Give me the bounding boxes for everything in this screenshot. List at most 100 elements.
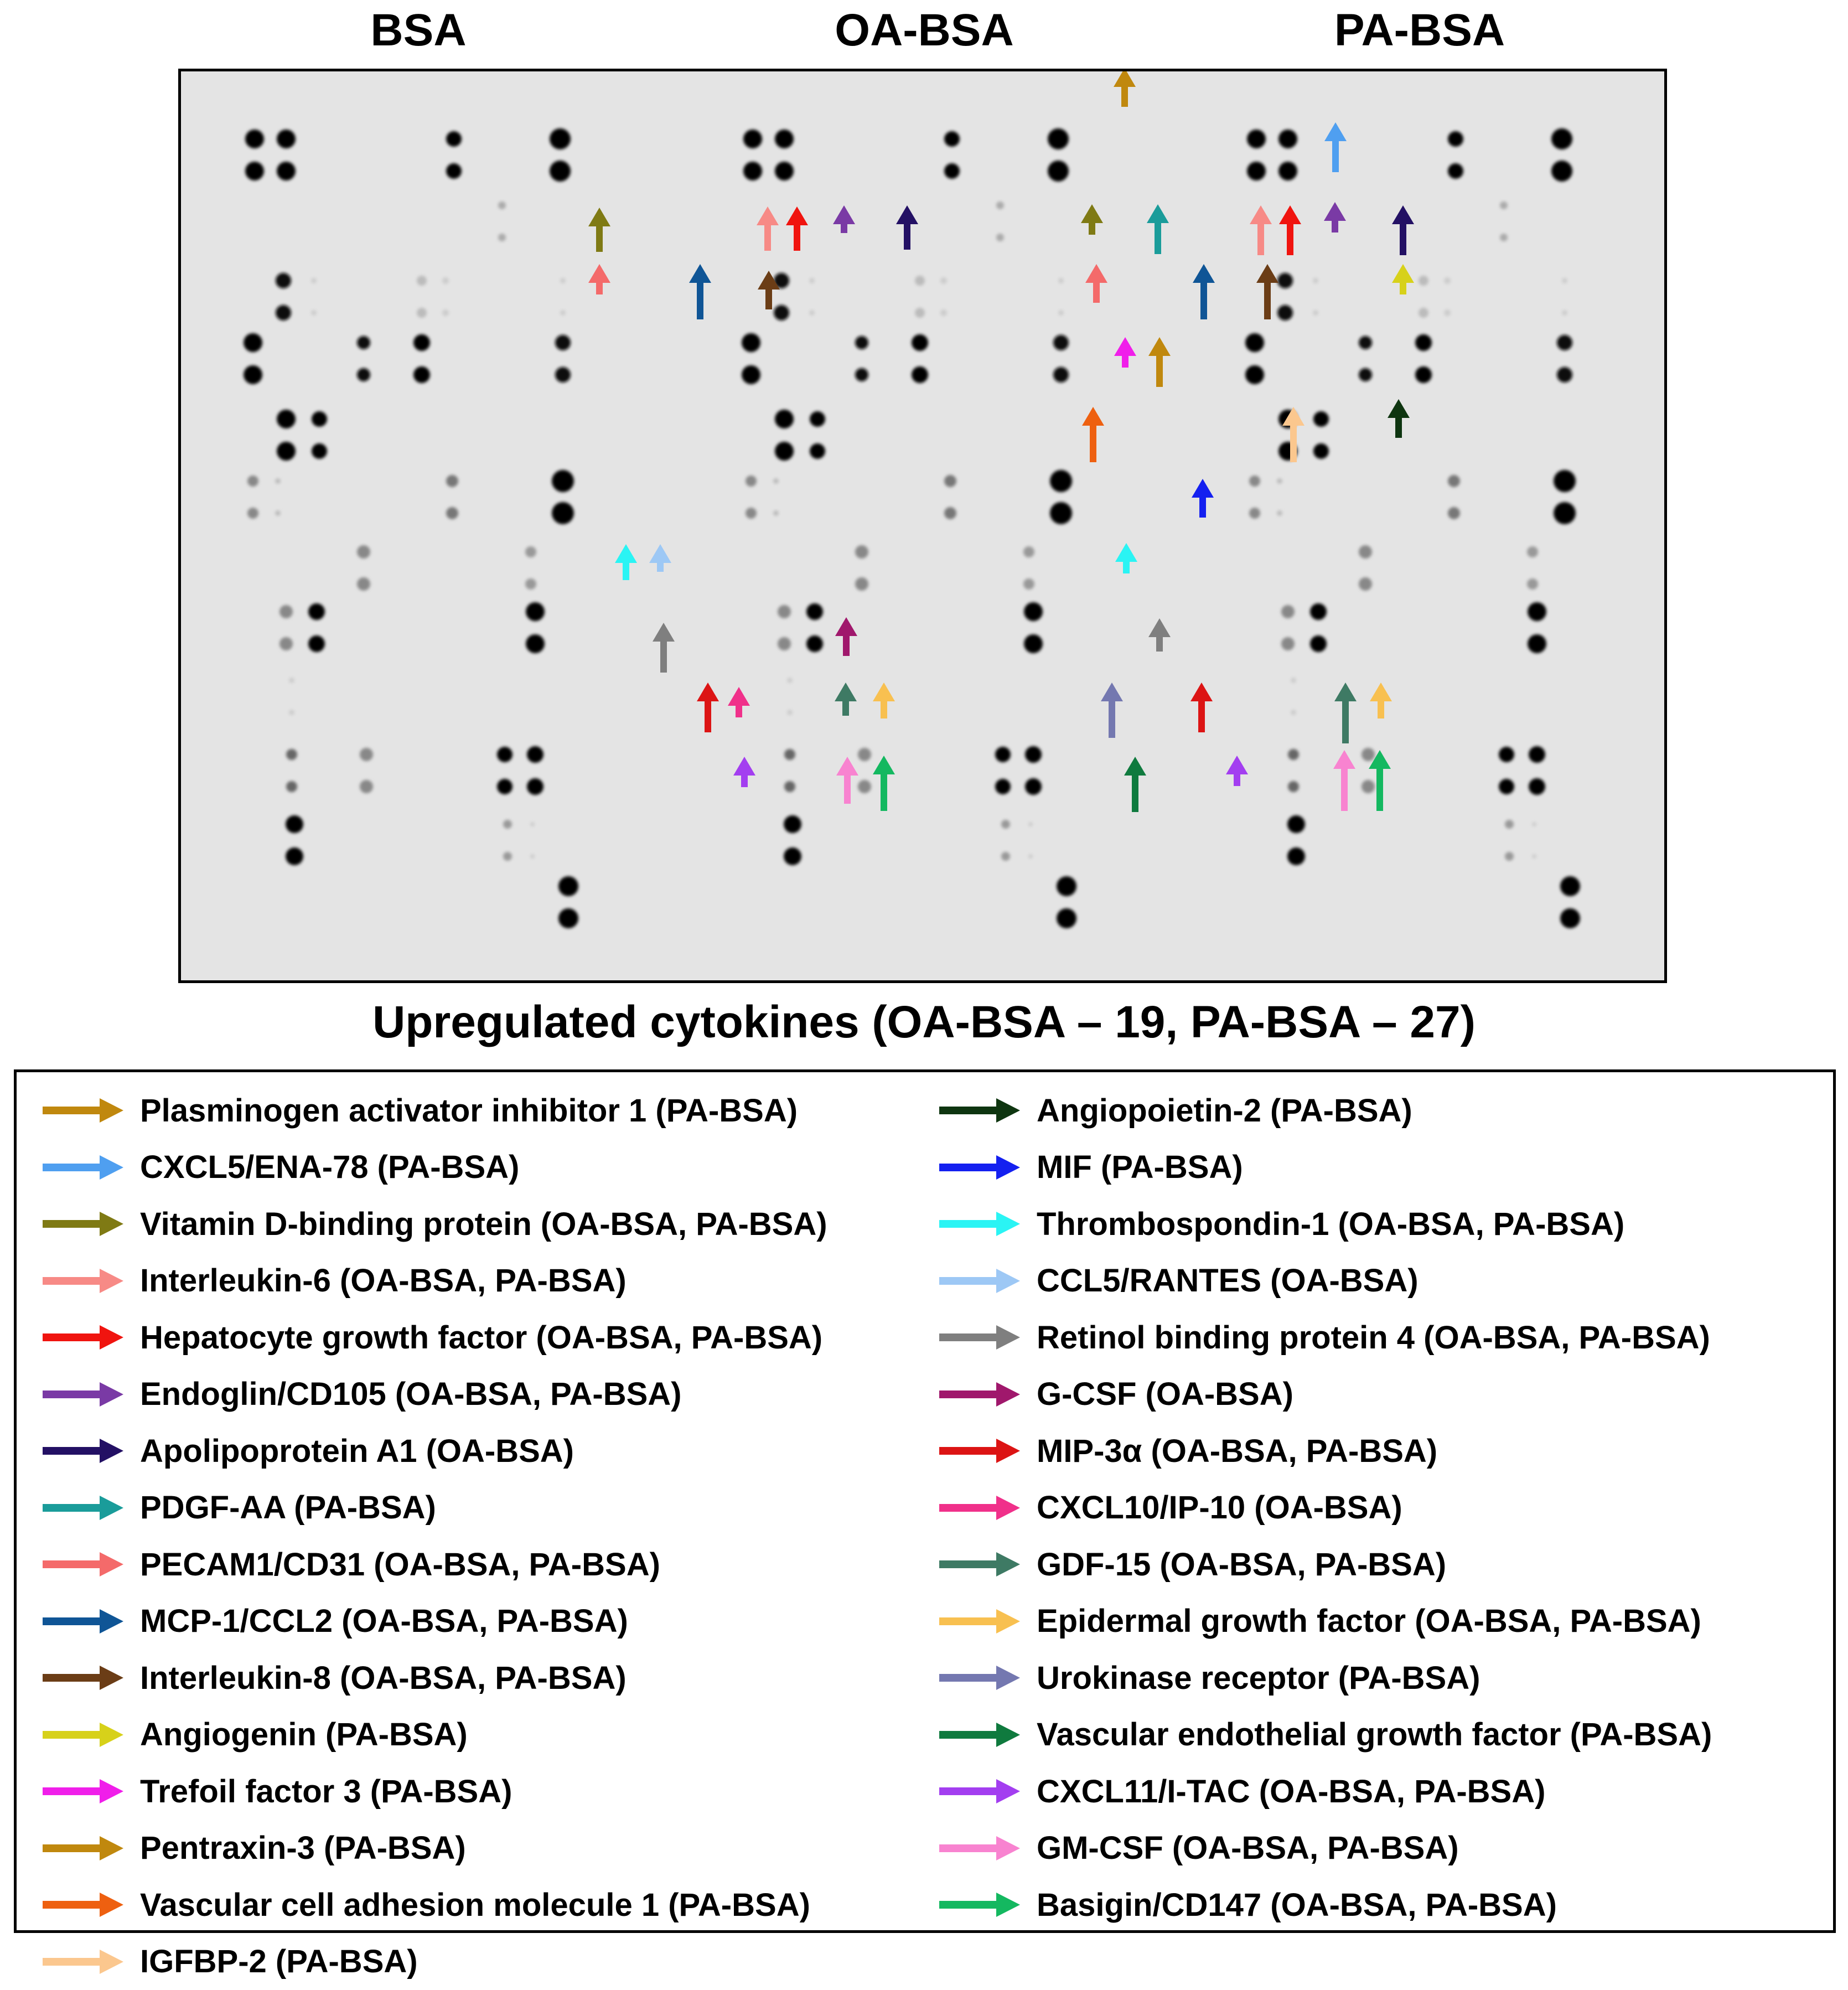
blot-spot [1313, 278, 1318, 283]
blot-spot [357, 368, 370, 381]
blot-spot [1287, 815, 1305, 833]
legend-item: MIF (PA-BSA) [938, 1139, 1712, 1196]
blot-spot [527, 778, 543, 795]
blot-spot [1560, 876, 1580, 896]
blot-spot [275, 478, 281, 484]
blot-spot [279, 637, 293, 650]
blot-spot [1359, 577, 1372, 591]
blot-spot [558, 908, 578, 928]
legend-item: Epidermal growth factor (OA-BSA, PA-BSA) [938, 1593, 1712, 1650]
blot-spot [286, 847, 303, 865]
blot-spot [312, 411, 327, 427]
blot-image [181, 71, 1664, 980]
blot-arrow-icon [653, 623, 675, 673]
blot-spot [498, 234, 506, 241]
legend-label: Hepatocyte growth factor (OA-BSA, PA-BSA… [140, 1319, 822, 1356]
blot-spot [1527, 546, 1538, 557]
blot-spot [1249, 475, 1260, 487]
blot-spot [552, 470, 574, 492]
blot-arrow-icon [588, 208, 610, 252]
blot-arrow-icon [588, 264, 610, 294]
legend-label: Vascular endothelial growth factor (PA-B… [1037, 1716, 1712, 1753]
blot-arrow-icon [1085, 264, 1107, 303]
legend-label: Urokinase receptor (PA-BSA) [1037, 1660, 1480, 1697]
blot-arrow-icon [1192, 479, 1214, 518]
legend-label: MIF (PA-BSA) [1037, 1149, 1243, 1186]
legend-item: IGFBP-2 (PA-BSA) [42, 1934, 827, 1990]
blot-spot [560, 310, 566, 316]
legend-label: Endoglin/CD105 (OA-BSA, PA-BSA) [140, 1376, 682, 1413]
legend-arrow-icon [938, 1834, 1021, 1862]
blot-spot [1313, 411, 1329, 427]
legend-item: GM-CSF (OA-BSA, PA-BSA) [938, 1820, 1712, 1877]
blot-spot [912, 334, 928, 351]
blot-spot [1359, 545, 1372, 559]
blot-spot [530, 854, 535, 859]
blot-spot [417, 276, 427, 286]
legend-item: Angiopoietin-2 (PA-BSA) [938, 1082, 1712, 1139]
blot-spot [995, 779, 1011, 794]
blot-spot [1551, 128, 1572, 149]
legend-arrow-icon [938, 1437, 1021, 1465]
blot-spot [1001, 852, 1010, 861]
blot-spot [1277, 305, 1293, 321]
legend-item: MCP-1/CCL2 (OA-BSA, PA-BSA) [42, 1593, 827, 1650]
blot-spot [1057, 908, 1076, 928]
blot-spot [855, 577, 868, 591]
blot-spot [1554, 502, 1576, 524]
legend-label: Angiopoietin-2 (PA-BSA) [1037, 1092, 1412, 1129]
blot-spot [245, 130, 264, 148]
blot-spot [1529, 778, 1545, 795]
blot-spot [855, 336, 868, 349]
blot-spot [277, 162, 296, 180]
blot-spot [775, 162, 794, 180]
blot-spot [775, 130, 794, 148]
blot-spot [1362, 780, 1375, 793]
blot-spot [1310, 603, 1327, 620]
blot-arrow-icon [1101, 683, 1123, 738]
blot-spot [417, 308, 427, 318]
blot-spot [1249, 508, 1260, 519]
blot-arrow-icon [1226, 756, 1248, 786]
blot-spot [308, 635, 325, 652]
blot-arrow-icon [728, 687, 750, 717]
blot-arrow-icon [1148, 618, 1171, 652]
blot-spot [809, 310, 815, 316]
blot-spot [497, 747, 513, 762]
blot-arrow-icon [649, 544, 671, 572]
blot-spot [446, 507, 458, 519]
legend-arrow-icon [42, 1777, 125, 1805]
blot-spot [442, 277, 449, 284]
blot-spot [1532, 822, 1536, 826]
legend-item: Basigin/CD147 (OA-BSA, PA-BSA) [938, 1877, 1712, 1934]
legend-item: G-CSF (OA-BSA) [938, 1366, 1712, 1423]
legend-label: CXCL10/IP-10 (OA-BSA) [1037, 1489, 1402, 1526]
legend-arrow-icon [938, 1097, 1021, 1124]
blot-spot [778, 605, 791, 618]
blot-arrow-icon [1114, 71, 1136, 107]
legend-column-left: Plasminogen activator inhibitor 1 (PA-BS… [42, 1082, 827, 1990]
legend-arrow-icon [42, 1834, 125, 1862]
blot-arrow-icon [1081, 204, 1103, 235]
blot-arrow-icon [1324, 202, 1346, 232]
blot-arrow-icon [873, 683, 895, 719]
blot-spot [1288, 749, 1299, 760]
blot-spot [784, 847, 801, 865]
blot-spot [525, 546, 536, 557]
blot-spot [743, 130, 762, 148]
blot-spot [996, 234, 1004, 241]
blot-spot [773, 510, 779, 516]
blot-arrow-icon [1256, 264, 1278, 319]
blot-spot [1562, 278, 1567, 283]
blot-spot [773, 478, 779, 484]
blot-spot [1287, 847, 1305, 865]
blot-spot [1499, 779, 1514, 794]
legend-item: Pentraxin-3 (PA-BSA) [42, 1820, 827, 1877]
blot-spot [855, 368, 868, 381]
blot-spot [286, 749, 297, 760]
blot-spot [944, 131, 960, 147]
legend-label: Vitamin D-binding protein (OA-BSA, PA-BS… [140, 1206, 827, 1243]
blot-arrow-icon [1392, 264, 1414, 294]
legend-arrow-icon [938, 1267, 1021, 1295]
blot-spot [1024, 634, 1043, 653]
